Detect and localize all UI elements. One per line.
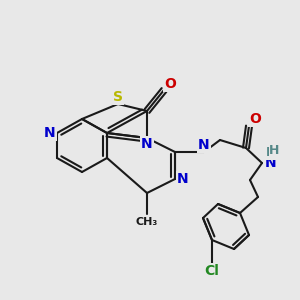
Text: N: N <box>198 138 210 152</box>
Text: CH₃: CH₃ <box>136 217 158 227</box>
Text: O: O <box>249 112 261 126</box>
Text: N: N <box>141 137 153 151</box>
Text: N: N <box>265 156 277 170</box>
Text: N: N <box>177 172 189 186</box>
Text: N: N <box>44 126 56 140</box>
Text: H: H <box>269 145 279 158</box>
Text: O: O <box>164 77 176 91</box>
Text: S: S <box>113 90 123 104</box>
Text: H: H <box>266 146 276 160</box>
Text: Cl: Cl <box>205 264 219 278</box>
